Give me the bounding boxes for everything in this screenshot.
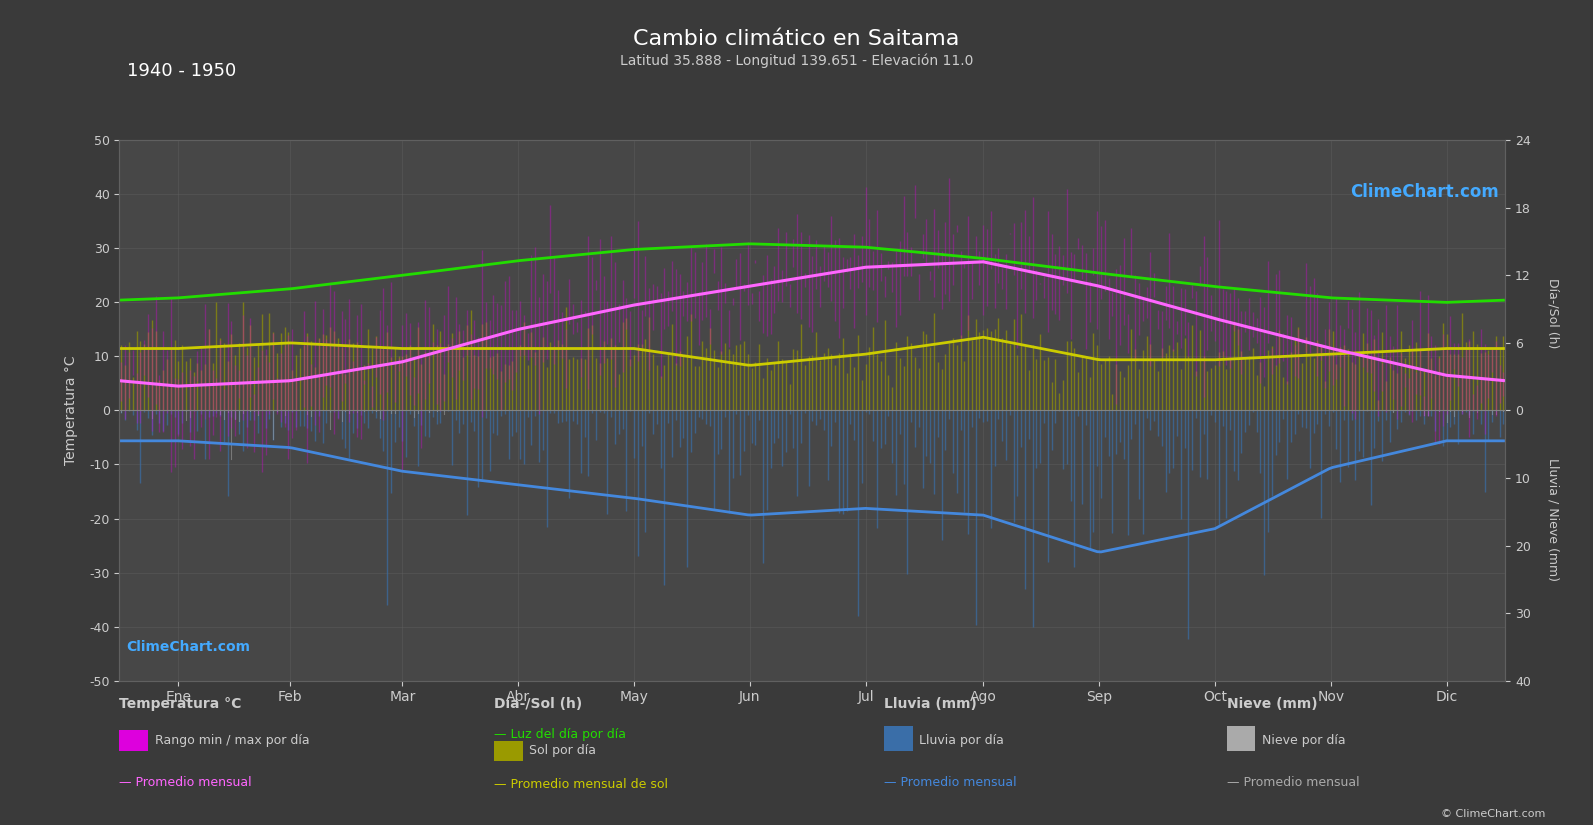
Text: Día-/Sol (h): Día-/Sol (h) [1547, 278, 1560, 349]
Text: Nieve por día: Nieve por día [1262, 733, 1344, 747]
Text: Rango min / max por día: Rango min / max por día [155, 733, 309, 747]
Text: © ClimeChart.com: © ClimeChart.com [1440, 808, 1545, 818]
Text: Temperatura °C: Temperatura °C [119, 697, 242, 711]
Y-axis label: Temperatura °C: Temperatura °C [64, 356, 78, 465]
Text: Nieve (mm): Nieve (mm) [1227, 697, 1317, 711]
Text: Sol por día: Sol por día [529, 744, 596, 757]
Text: Lluvia (mm): Lluvia (mm) [884, 697, 977, 711]
Text: Día-/Sol (h): Día-/Sol (h) [494, 697, 581, 711]
Text: — Promedio mensual: — Promedio mensual [1227, 776, 1359, 789]
Text: ClimeChart.com: ClimeChart.com [126, 639, 250, 653]
Text: ClimeChart.com: ClimeChart.com [1349, 183, 1499, 201]
Text: Lluvia / Nieve (mm): Lluvia / Nieve (mm) [1547, 458, 1560, 582]
Text: Lluvia por día: Lluvia por día [919, 733, 1004, 747]
Text: — Promedio mensual: — Promedio mensual [119, 776, 252, 789]
Text: Latitud 35.888 - Longitud 139.651 - Elevación 11.0: Latitud 35.888 - Longitud 139.651 - Elev… [620, 54, 973, 68]
Text: Cambio climático en Saitama: Cambio climático en Saitama [634, 29, 959, 49]
Text: 1940 - 1950: 1940 - 1950 [127, 62, 237, 80]
Text: — Luz del día por día: — Luz del día por día [494, 728, 626, 742]
Text: — Promedio mensual: — Promedio mensual [884, 776, 1016, 789]
Text: — Promedio mensual de sol: — Promedio mensual de sol [494, 778, 667, 791]
